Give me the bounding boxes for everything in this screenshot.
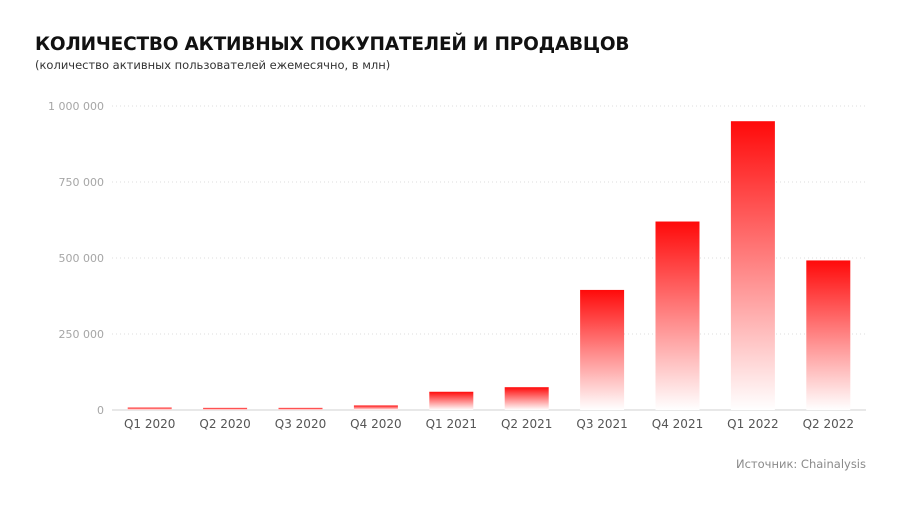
y-tick-label: 250 000 (59, 328, 105, 341)
x-tick-label: Q2 2021 (501, 417, 552, 431)
source-note: Источник: Chainalysis (736, 457, 866, 471)
x-tick-label: Q1 2020 (124, 417, 175, 431)
bar-q1-2020 (127, 407, 172, 410)
chart-subtitle: (количество активных пользователей ежеме… (35, 58, 391, 72)
y-tick-label: 1 000 000 (48, 100, 104, 113)
bar-q2-2021 (504, 387, 549, 410)
x-tick-label: Q3 2021 (576, 417, 627, 431)
y-tick-label: 750 000 (59, 176, 105, 189)
bar-q2-2022 (806, 260, 851, 410)
x-tick-label: Q4 2020 (350, 417, 401, 431)
x-tick-label: Q1 2021 (426, 417, 477, 431)
bar-q4-2021 (655, 221, 700, 410)
x-tick-label: Q2 2020 (199, 417, 250, 431)
bar-q1-2022 (730, 121, 775, 410)
bar-q3-2021 (580, 289, 625, 410)
x-tick-label: Q4 2021 (652, 417, 703, 431)
x-tick-label: Q2 2022 (803, 417, 854, 431)
y-tick-label: 0 (97, 404, 104, 417)
y-tick-label: 500 000 (59, 252, 105, 265)
bar-q4-2020 (353, 405, 398, 410)
x-tick-label: Q1 2022 (727, 417, 778, 431)
x-tick-label: Q3 2020 (275, 417, 326, 431)
bar-q3-2020 (278, 407, 323, 410)
bar-q1-2021 (429, 391, 474, 410)
bar-q2-2020 (203, 407, 248, 410)
chart-title: КОЛИЧЕСТВО АКТИВНЫХ ПОКУПАТЕЛЕЙ И ПРОДАВ… (35, 34, 630, 55)
